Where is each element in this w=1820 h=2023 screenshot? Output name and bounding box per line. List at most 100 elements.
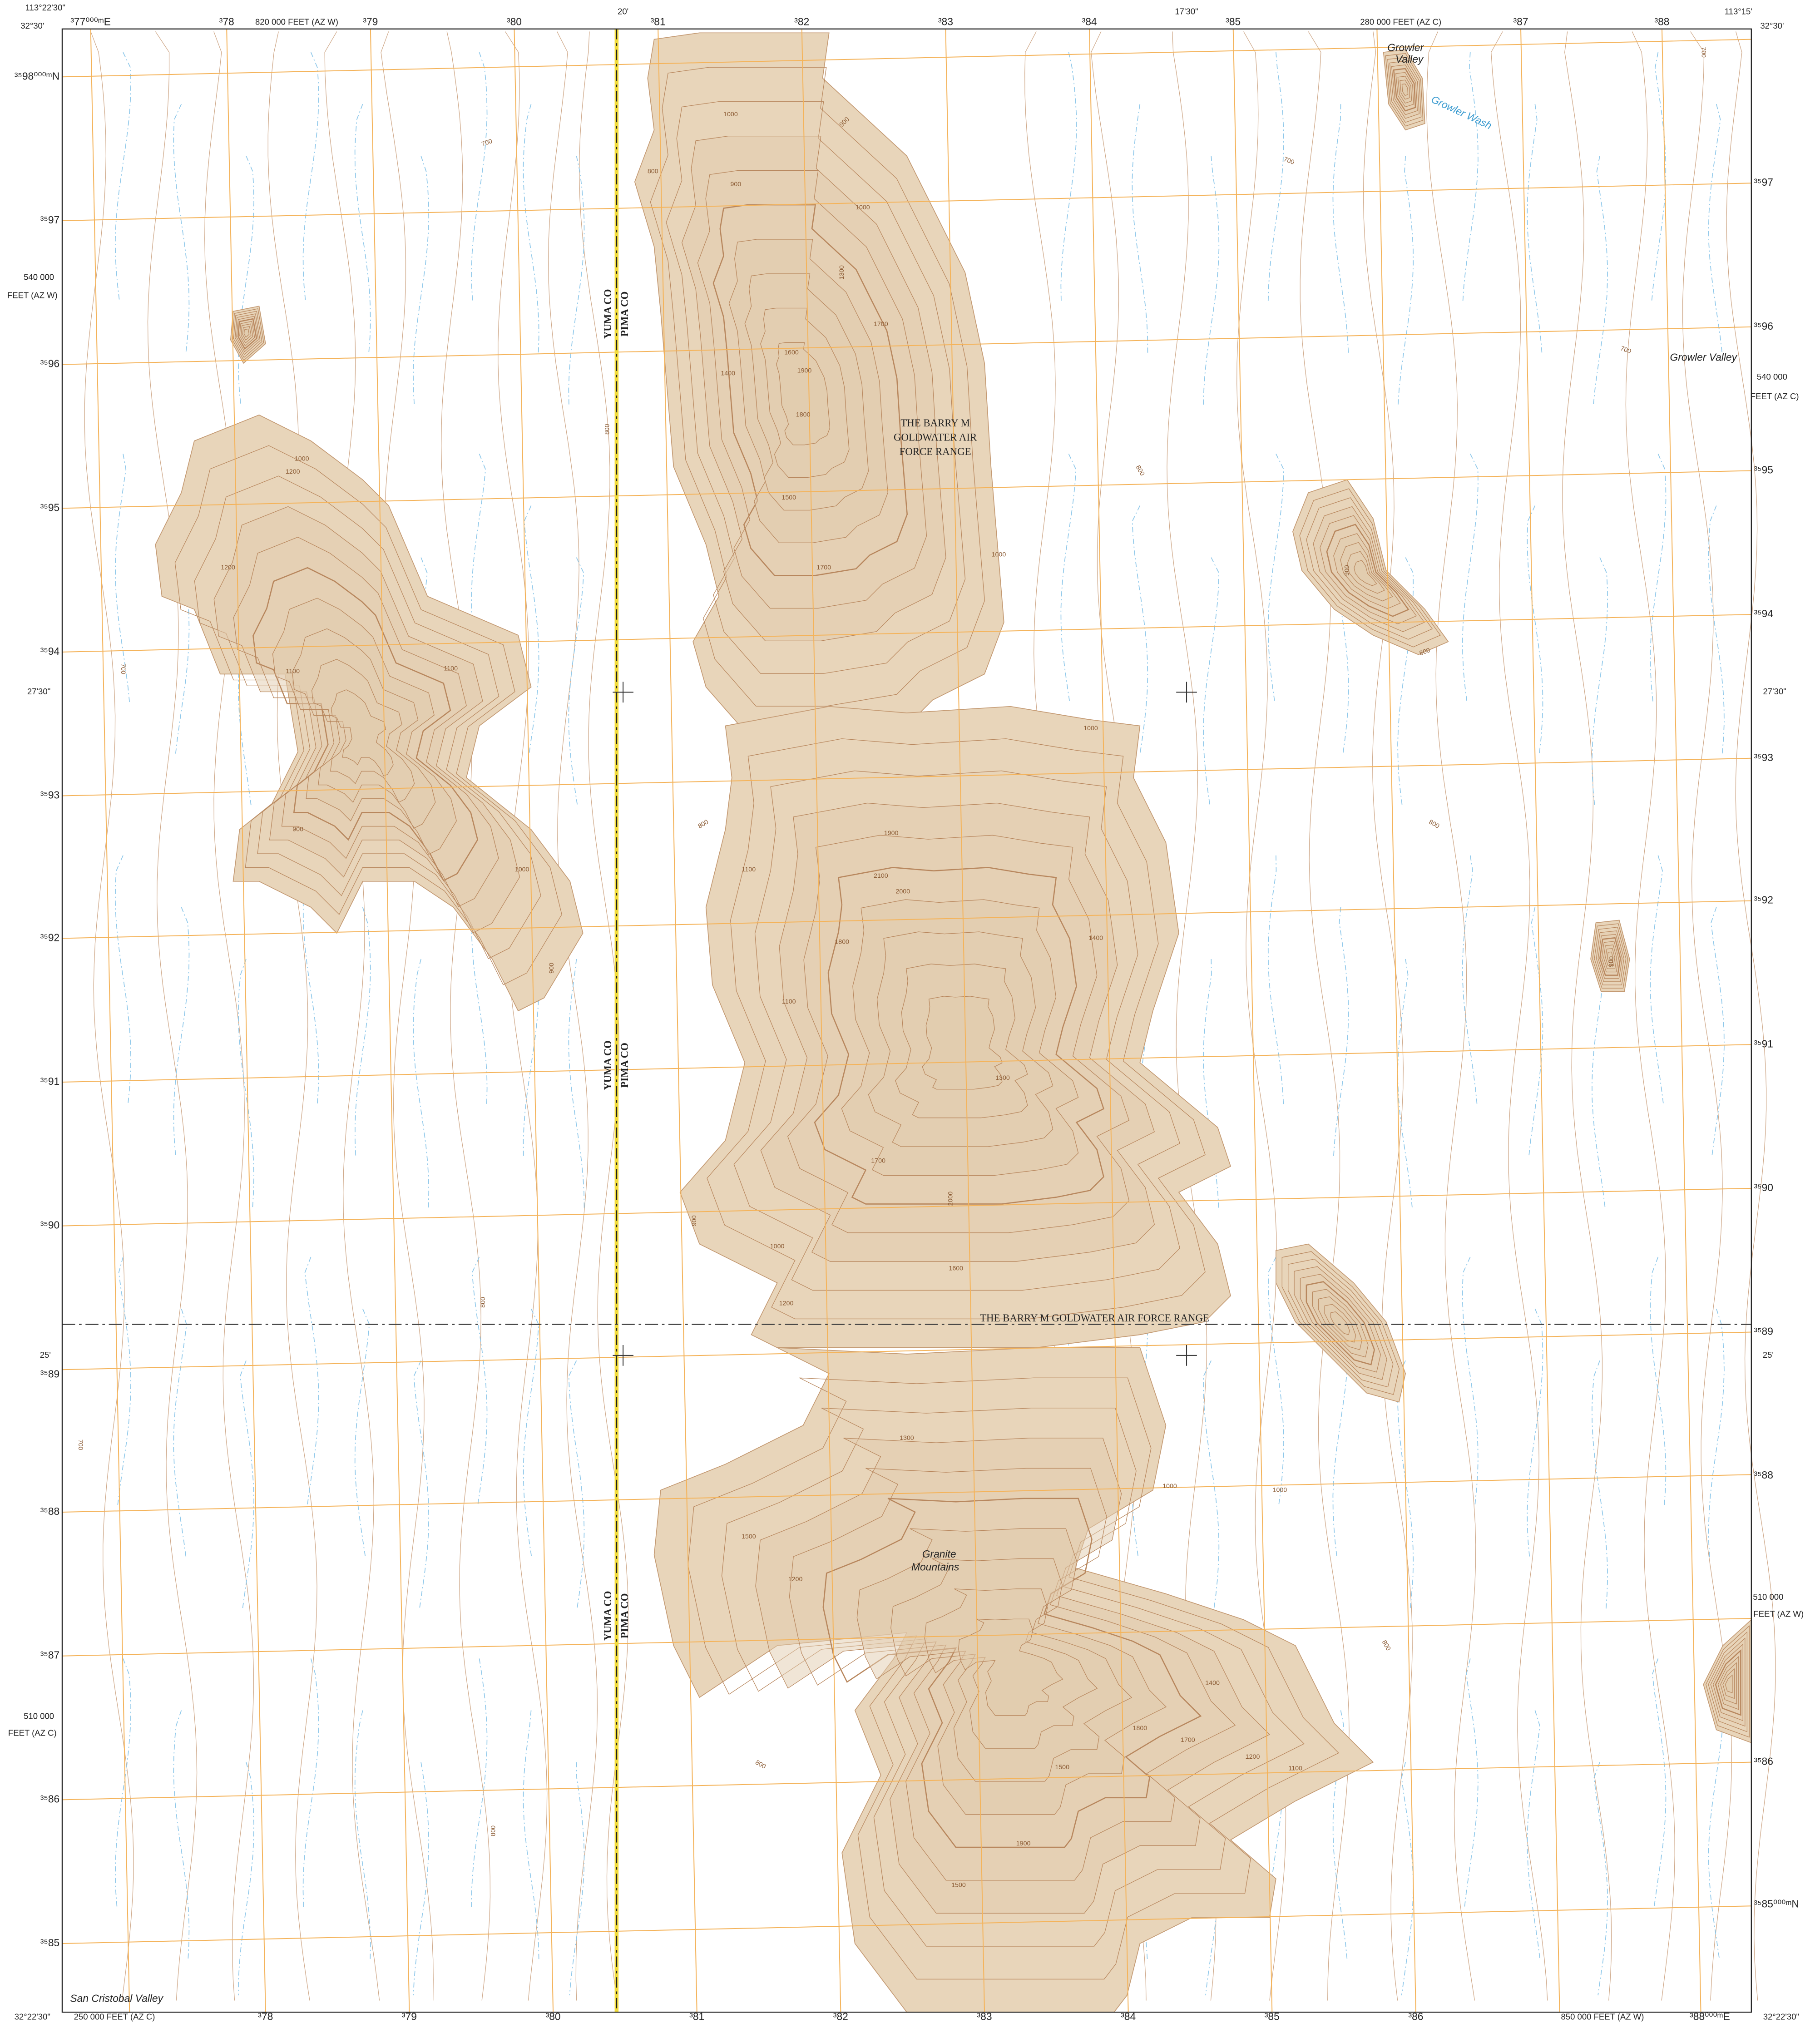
stream	[524, 505, 539, 755]
place-name: San Cristobal Valley	[70, 1993, 163, 2004]
contour-label: 700	[1283, 156, 1296, 166]
utm-grid-line	[62, 39, 1751, 78]
stream	[569, 1762, 585, 1996]
stream	[115, 855, 131, 1104]
contour-ring	[1299, 488, 1441, 648]
contour-label: 1200	[221, 564, 235, 571]
grid-label-bottom: ³78	[258, 2011, 273, 2023]
grid-label-right: ³⁵93	[1754, 752, 1773, 763]
utm-grid-line	[62, 614, 1751, 653]
grid-label-left: ³⁵92	[40, 931, 59, 943]
place-name: Growler Valley	[1670, 351, 1738, 363]
contour-ring	[1391, 64, 1418, 115]
contour-ring	[1393, 68, 1416, 112]
stream	[1203, 959, 1219, 1208]
contour-ring	[1306, 497, 1433, 640]
contour-ring	[922, 996, 1003, 1090]
contour-ring	[1330, 1311, 1350, 1335]
contour-label: 1100	[782, 998, 796, 1005]
utm-grid-line	[514, 29, 554, 2013]
place-name: YUMA CO	[602, 289, 613, 339]
contour-ring	[1725, 1674, 1733, 1693]
contour-label: 700	[77, 1439, 84, 1450]
stream	[1267, 454, 1284, 703]
contour-ring	[233, 311, 262, 358]
place-name: Mountains	[911, 1561, 959, 1573]
utm-grid	[62, 29, 1751, 2013]
grid-label-top: ³85	[1226, 16, 1241, 28]
contour-label: 900	[1607, 956, 1615, 967]
utm-grid-line	[62, 1474, 1751, 1513]
stream	[1650, 454, 1667, 703]
edge-label: 113°22'30"	[25, 3, 65, 12]
contour-ring	[237, 318, 257, 350]
contour-line	[324, 31, 380, 2001]
stream	[1708, 104, 1723, 353]
contour-ring	[1597, 934, 1623, 979]
contour-line	[1562, 31, 1612, 2001]
contour-label: 2100	[874, 872, 888, 880]
grid-label-bottom: ³84	[1121, 2011, 1136, 2023]
utm-grid-line	[62, 1331, 1751, 1370]
stream	[523, 1308, 539, 1558]
contour-ring	[1324, 1304, 1356, 1343]
contour-ring	[292, 628, 436, 829]
contour-ring	[733, 770, 1180, 1291]
contour-ring	[1401, 84, 1409, 96]
contour-label: 1900	[797, 367, 812, 375]
grid-label-right: ³⁵96	[1754, 320, 1773, 332]
grid-label-top: ³82	[794, 16, 809, 28]
utm-grid-line	[945, 29, 985, 2013]
contour-label: 1100	[286, 668, 300, 675]
grid-label-bottom: ³80	[546, 2011, 561, 2023]
contour-ring	[1326, 524, 1410, 617]
grid-label-bottom: ³88⁰⁰⁰ᵐE	[1690, 2011, 1730, 2023]
contour-line	[204, 31, 254, 2001]
place-name: YUMA CO	[602, 1040, 613, 1090]
edge-label: 25'	[1763, 1350, 1774, 1360]
contour-label: 1700	[1181, 1736, 1195, 1744]
stream	[568, 959, 585, 1208]
contour-ring	[242, 326, 252, 341]
contour-label: 1300	[900, 1434, 914, 1442]
grid-label-right: ³⁵95	[1754, 464, 1773, 476]
contour-ring	[1306, 1281, 1375, 1365]
utm-grid-line	[226, 29, 266, 2013]
contour-label: 900	[1344, 565, 1351, 576]
contour-label: 1400	[721, 370, 735, 377]
contour-ring	[1594, 927, 1627, 985]
grid-label-bottom: ³79	[402, 2011, 417, 2023]
neatline	[61, 28, 1752, 2013]
stream	[1060, 52, 1077, 301]
stream	[568, 1360, 585, 1610]
contour-line	[1363, 31, 1413, 2001]
edge-label: 540 000	[24, 272, 54, 282]
stream	[1203, 156, 1220, 405]
contour-ring	[1347, 551, 1385, 594]
stream	[471, 454, 486, 703]
stream	[1528, 907, 1543, 1156]
contour-label: 1800	[796, 411, 811, 419]
stream	[413, 959, 430, 1208]
grid-label-left: ³⁵94	[40, 645, 60, 657]
stream	[354, 1710, 371, 1959]
contour-ring	[1605, 948, 1615, 966]
contour-label: 1100	[1288, 1765, 1302, 1772]
contour-ring	[895, 964, 1028, 1118]
contour-label: 700	[119, 663, 127, 674]
stream	[1203, 557, 1220, 806]
edge-label: FEET (AZ W)	[7, 290, 58, 300]
place-name: PIMA CO	[619, 1593, 630, 1638]
contour-label: 700	[1700, 47, 1707, 58]
stream	[413, 1762, 430, 1996]
contour-label: 1200	[1246, 1753, 1260, 1761]
contour-label: 900	[292, 826, 303, 833]
stream	[1527, 104, 1543, 353]
terrain	[84, 31, 1776, 2013]
grid-label-bottom: ³83	[977, 2011, 992, 2023]
contour-ring	[1705, 1625, 1750, 1738]
edge-label: 113°15'	[1725, 7, 1752, 16]
utm-grid-line	[62, 757, 1751, 796]
grid-label-right: ³⁵91	[1754, 1038, 1773, 1049]
